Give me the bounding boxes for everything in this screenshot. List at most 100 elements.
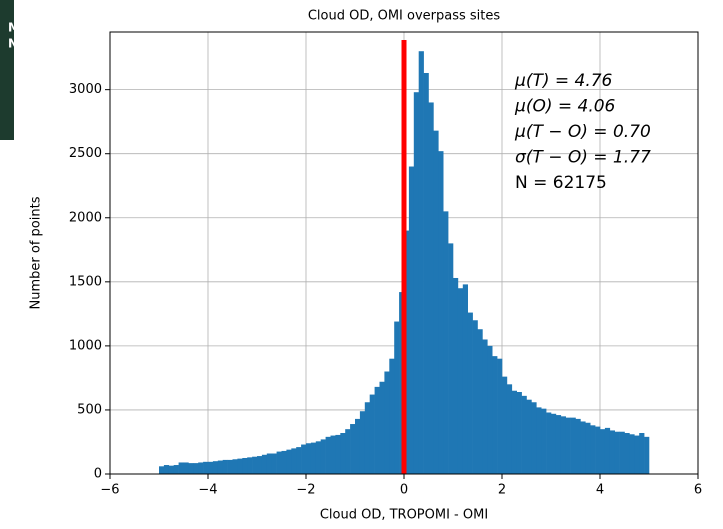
bar [203,461,209,474]
bar [644,436,650,474]
bar [457,288,464,474]
bar [472,320,478,474]
bar [516,392,522,474]
y-axis-label: Number of points [29,196,44,309]
bar [286,449,292,474]
x-tick-label: 6 [694,483,702,498]
bar [453,277,459,474]
bar [301,444,307,474]
bar [350,424,356,474]
bar [619,431,625,474]
bar [306,443,312,474]
bar [614,431,620,474]
bar [428,102,434,474]
bar [609,430,615,474]
bar [212,461,219,474]
bar [266,453,272,474]
bar [502,376,508,474]
bar [477,329,483,474]
bar [355,418,361,474]
bar [624,433,630,474]
bar [560,416,566,474]
x-tick-label: 2 [498,483,506,498]
bar [257,456,263,474]
y-tick-label: 0 [94,467,102,482]
bar [570,417,576,474]
bar [433,130,439,474]
chart-title: Cloud OD, OMI overpass sites [308,9,501,24]
bar [163,465,170,474]
bar [178,462,184,474]
bar [575,418,581,474]
bar [595,426,601,474]
bar [340,433,346,474]
bar [379,381,385,474]
bar [168,465,174,474]
fragment-text: N [8,37,18,51]
bar [551,413,557,474]
bar [423,72,429,474]
x-tick-label: −4 [198,483,217,498]
stat-annotation: N = 62175 [515,173,607,193]
bar [335,434,341,474]
bar [296,447,302,474]
bar [208,461,214,474]
bar [482,339,488,474]
bar [590,425,596,474]
stat-annotation: μ(T − O) = 0.70 [514,122,651,142]
bar [242,457,248,474]
bar [252,456,258,474]
bar [462,284,468,474]
bar [639,433,645,474]
bar [364,402,370,474]
bar [418,51,424,474]
bar [580,421,586,474]
bar [247,457,253,474]
stat-annotation: σ(T − O) = 1.77 [515,148,651,168]
bar [565,417,571,474]
bar [359,411,366,474]
y-tick-label: 3000 [69,82,102,97]
bar [183,462,189,474]
bar [600,429,606,474]
bar [531,402,537,474]
bar [193,463,199,474]
bar [511,390,517,474]
x-axis-label: Cloud OD, TROPOMI - OMI [320,508,488,523]
y-tick-label: 1500 [69,274,102,289]
bar [629,434,635,474]
bar [536,407,542,474]
bar [325,436,331,474]
plot-frame [109,31,699,475]
bar [541,408,547,474]
bar [443,211,449,475]
bar [227,459,233,474]
bar [188,463,194,474]
bar [438,151,444,474]
bar [237,458,243,474]
y-tick-label: 2000 [69,210,102,225]
bar [310,442,317,474]
bar [404,230,410,474]
bar [555,415,562,474]
bar [159,466,165,474]
bar [271,453,277,474]
bar [261,454,268,474]
y-tick-label: 500 [77,402,102,417]
bar [232,459,238,474]
bar [315,441,321,474]
x-tick-label: 4 [596,483,604,498]
bar [198,462,204,474]
y-tick-label: 2500 [69,146,102,161]
bar [408,166,415,475]
y-tick-label: 1000 [69,338,102,353]
bar [369,394,375,474]
bar [585,422,591,474]
bar [384,371,390,474]
bar [467,312,473,474]
bar [506,384,513,474]
bar [521,395,527,474]
bar [497,358,503,474]
stat-annotation: μ(O) = 4.06 [514,97,616,117]
